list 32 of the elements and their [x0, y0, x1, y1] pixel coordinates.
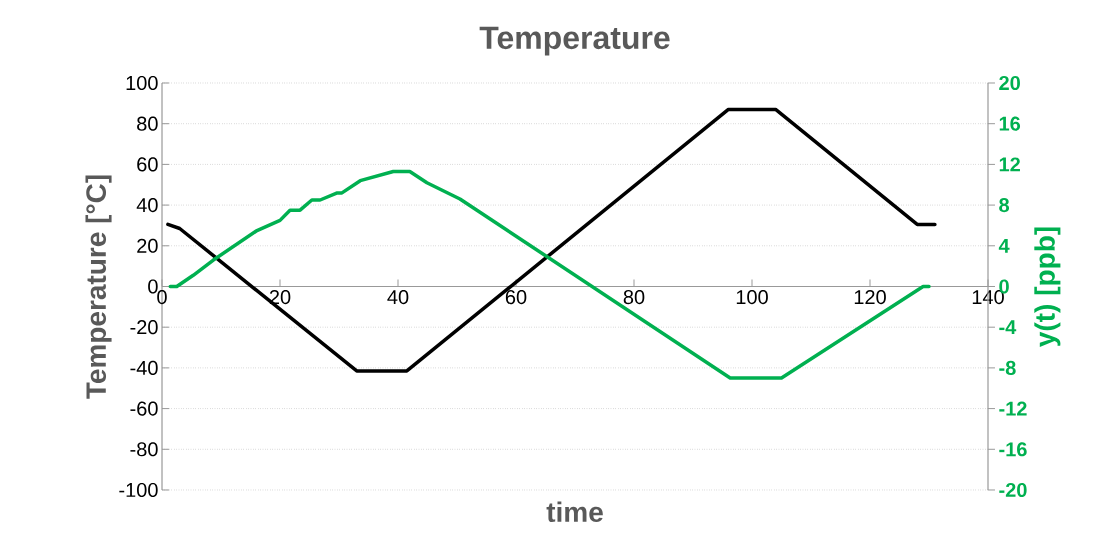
x-tick-label: 100 [736, 290, 768, 305]
y2-tick-label: -8 [999, 360, 1016, 375]
x-tick-label: 40 [387, 290, 409, 305]
y-tick-label: 0 [148, 279, 158, 294]
y2-tick-label: 8 [999, 198, 1010, 213]
y2-tick-label: -16 [999, 442, 1027, 457]
chart-title: Temperature [479, 26, 670, 56]
y2-axis-title: y(t) [ppb] [1034, 227, 1061, 347]
y2-tick-label: -12 [999, 401, 1027, 416]
y-tick-label: -60 [130, 401, 158, 416]
line-series [168, 169, 931, 380]
y2-tick-label: -20 [999, 482, 1027, 498]
x-tick-label: 60 [505, 290, 527, 305]
y2-tick-label: 20 [999, 75, 1020, 91]
y-tick-label: 80 [137, 116, 158, 131]
y-tick-label: -80 [130, 442, 158, 457]
x-tick-label: 80 [623, 290, 645, 305]
y-tick-label: 60 [137, 157, 158, 172]
y2-tick-label: 4 [998, 238, 1010, 253]
y-tick-label: -40 [130, 360, 158, 375]
y2-tick-label: 12 [999, 157, 1020, 172]
line-series [166, 107, 937, 373]
x-tick-label: 120 [854, 290, 886, 305]
y-tick-label: 20 [137, 238, 158, 253]
y-tick-label: -20 [130, 320, 158, 335]
y-tick-label: -100 [119, 482, 158, 498]
y-axis-title: Temperature [°C] [85, 175, 112, 399]
y-tick-label: 100 [126, 75, 158, 91]
y-tick-label: 40 [136, 198, 158, 213]
y2-tick-label: 16 [999, 116, 1021, 131]
x-axis-title: time [546, 501, 603, 523]
y2-tick-label: -4 [999, 320, 1017, 335]
